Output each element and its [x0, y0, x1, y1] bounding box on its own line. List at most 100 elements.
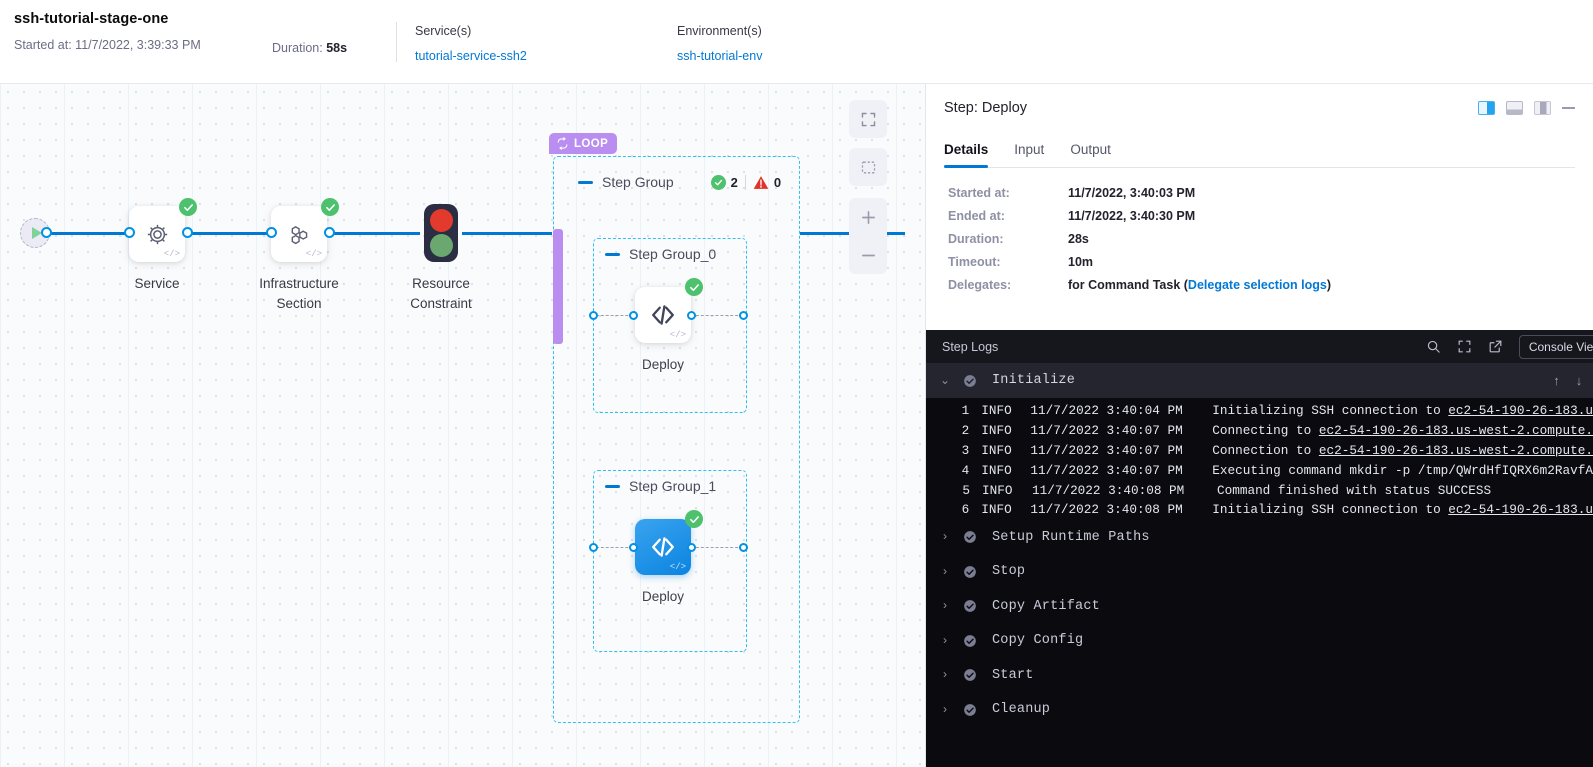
canvas-fit-control[interactable]	[849, 100, 887, 138]
console-view-selector[interactable]: Console View	[1518, 334, 1593, 359]
log-message-text: Connection to	[1212, 442, 1319, 458]
port-sg0-far-left[interactable]	[589, 311, 598, 320]
check-circle-icon	[964, 669, 976, 681]
resource-label-line2: Constraint	[410, 296, 472, 311]
canvas-zoom-control[interactable]	[849, 198, 887, 274]
collapse-toggle-icon[interactable]	[605, 252, 620, 256]
minimize-icon[interactable]	[1562, 107, 1575, 109]
collapse-toggle-icon[interactable]	[578, 180, 593, 184]
graph-node-service[interactable]: </>	[129, 206, 185, 262]
step-group-success-stat: 2	[710, 174, 738, 190]
step-logs-body[interactable]: ⌄ Initialize ↑ ↓ 6	[926, 363, 1593, 767]
graph-node-deploy-1[interactable]: </>	[635, 519, 691, 575]
scroll-up-icon[interactable]: ↑	[1553, 373, 1560, 388]
step-logs-console: Step Logs Console View	[926, 330, 1593, 767]
zoom-out-button[interactable]	[849, 236, 887, 274]
step-panel-title-row: Step: Deploy	[944, 100, 1575, 116]
log-line: 4 INFO 11/7/2022 3:40:07 PM Executing co…	[926, 460, 1593, 480]
tab-input[interactable]: Input	[1014, 142, 1045, 157]
port-sg0-far-right[interactable]	[739, 311, 748, 320]
port-service-out[interactable]	[182, 227, 193, 238]
log-section-cleanup[interactable]: › Cleanup 1	[926, 692, 1593, 727]
wire-service-to-infra	[188, 232, 278, 235]
port-deploy-0-out[interactable]	[687, 311, 696, 320]
port-infrastructure-in[interactable]	[266, 227, 277, 238]
fullscreen-icon[interactable]	[1457, 339, 1472, 354]
delegates-suffix: )	[1326, 278, 1332, 292]
log-message-link[interactable]: ec2-54-190-26-183.us-west-2.compute.a	[1318, 442, 1593, 458]
step-group-1-header[interactable]: Step Group_1	[605, 478, 716, 494]
chevron-down-icon[interactable]: ⌄	[939, 374, 951, 388]
chevron-right-icon[interactable]: ›	[941, 668, 949, 683]
canvas-select-control[interactable]	[849, 148, 887, 186]
port-deploy-0-in[interactable]	[629, 311, 638, 320]
environments-value-link[interactable]: ssh-tutorial-env	[677, 49, 763, 63]
log-message-link[interactable]: ec2-54-190-26-183.us	[1448, 403, 1593, 419]
layout-bottom-icon[interactable]	[1506, 101, 1523, 115]
execution-identity: ssh-tutorial-stage-one Started at: 11/7/…	[0, 8, 272, 52]
zoom-in-button[interactable]	[849, 198, 887, 236]
step-group-header[interactable]: Step Group 2 0	[578, 174, 781, 190]
layout-right-icon[interactable]	[1478, 101, 1495, 115]
graph-node-deploy-0[interactable]: </>	[635, 287, 691, 343]
minus-icon	[861, 254, 875, 256]
wire-infra-to-resource	[330, 232, 420, 235]
fit-to-screen-button[interactable]	[849, 100, 887, 138]
select-area-button[interactable]	[849, 148, 887, 186]
detail-key: Timeout:	[948, 255, 1001, 269]
chevron-right-icon[interactable]: ›	[941, 633, 949, 648]
log-section-setup-runtime-paths[interactable]: › Setup Runtime Paths 1	[926, 520, 1593, 555]
step-group-0-header[interactable]: Step Group_0	[605, 246, 716, 262]
log-section-initialize[interactable]: ⌄ Initialize ↑ ↓ 6	[926, 363, 1593, 398]
duration-label: Duration:	[272, 41, 323, 55]
detail-row-ended-at: Ended at: 11/7/2022, 3:40:30 PM	[948, 209, 1575, 223]
status-badge-deploy-1-success	[685, 510, 703, 528]
chevron-right-icon[interactable]: ›	[941, 564, 949, 579]
started-at-summary: Started at: 11/7/2022, 3:39:33 PM	[14, 38, 272, 52]
tab-details[interactable]: Details	[944, 142, 989, 168]
tab-output[interactable]: Output	[1070, 142, 1111, 157]
log-message-link[interactable]: ec2-54-190-26-183.us-west-2.compute.a	[1318, 423, 1593, 439]
play-icon	[31, 227, 42, 239]
port-start-out[interactable]	[41, 227, 52, 238]
graph-node-infrastructure[interactable]: </>	[271, 206, 327, 262]
delegate-selection-logs-link[interactable]: Delegate selection logs	[1187, 278, 1327, 292]
step-group-0-container[interactable]	[593, 238, 747, 413]
port-sg1-far-left[interactable]	[589, 543, 598, 552]
log-section-start[interactable]: › Start 1	[926, 658, 1593, 693]
log-section-controls: ↑ ↓ 6	[1553, 373, 1593, 388]
step-panel-title: Step: Deploy	[944, 100, 1028, 116]
scroll-down-icon[interactable]: ↓	[1575, 373, 1583, 388]
services-label: Service(s)	[415, 24, 472, 38]
chevron-right-icon[interactable]: ›	[941, 530, 949, 545]
services-value-link[interactable]: tutorial-service-ssh2	[415, 49, 527, 63]
port-deploy-1-out[interactable]	[687, 543, 696, 552]
layout-side-icon[interactable]	[1534, 101, 1551, 115]
port-sg1-far-right[interactable]	[739, 543, 748, 552]
pipeline-graph-canvas[interactable]: </> Service </> Infrastructure Section	[0, 84, 925, 767]
chevron-right-icon[interactable]: ›	[941, 702, 949, 717]
chevron-right-icon[interactable]: ›	[941, 599, 949, 614]
log-section-copy-config[interactable]: › Copy Config 4	[926, 623, 1593, 658]
step-group-stats: 2 0	[710, 174, 781, 190]
environments-label: Environment(s)	[677, 24, 762, 38]
collapse-toggle-icon[interactable]	[605, 484, 620, 488]
success-check-icon	[956, 634, 984, 648]
log-line-timestamp: 11/7/2022 3:40:07 PM	[1030, 423, 1183, 439]
step-group-1-container[interactable]	[593, 470, 747, 652]
log-section-stop[interactable]: › Stop 1	[926, 554, 1593, 589]
open-external-icon[interactable]	[1488, 339, 1503, 354]
port-service-in[interactable]	[124, 227, 135, 238]
detail-key: Duration:	[948, 232, 1004, 246]
detail-value: for Command Task (Delegate selection log…	[1068, 278, 1331, 292]
port-deploy-1-in[interactable]	[629, 543, 638, 552]
stat-divider	[744, 174, 746, 190]
log-section-copy-artifact[interactable]: › Copy Artifact 6	[926, 589, 1593, 624]
step-group-container[interactable]	[553, 156, 800, 723]
graph-node-resource-constraint[interactable]	[424, 204, 458, 262]
gear-icon	[147, 224, 167, 244]
detail-value: 11/7/2022, 3:40:03 PM	[1068, 186, 1196, 200]
search-icon[interactable]	[1426, 339, 1441, 354]
port-infrastructure-out[interactable]	[324, 227, 335, 238]
log-message-link[interactable]: ec2-54-190-26-183.us	[1448, 502, 1593, 518]
